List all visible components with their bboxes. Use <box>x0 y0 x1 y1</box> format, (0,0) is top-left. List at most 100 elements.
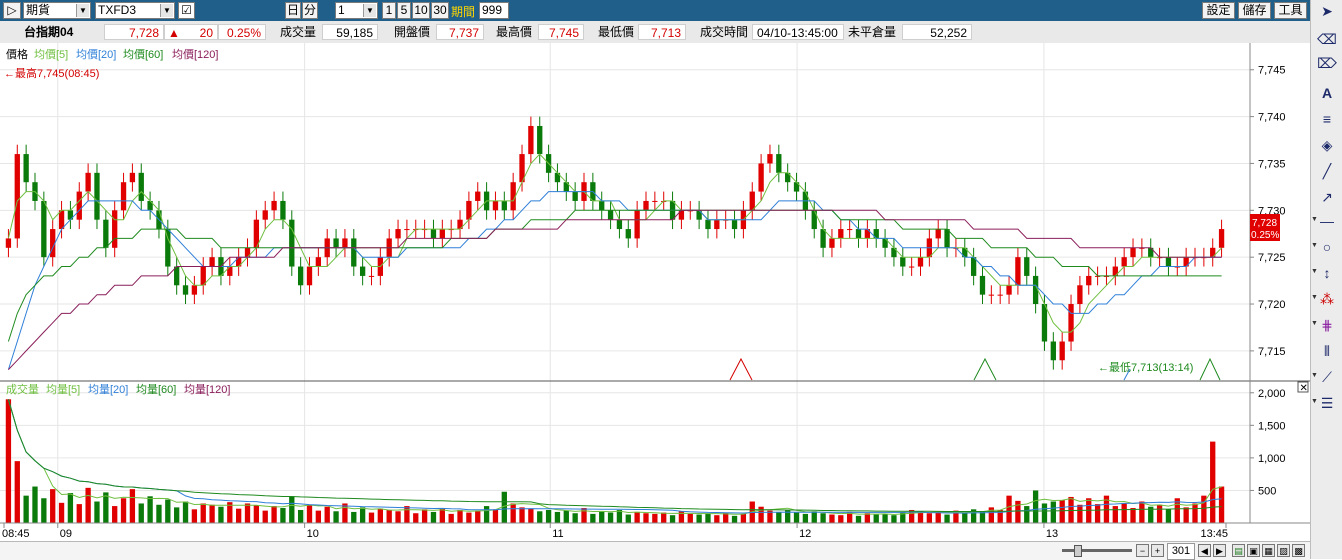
triangle-up-icon <box>729 357 753 381</box>
volume-bar <box>227 502 233 523</box>
volume-bar <box>165 499 171 523</box>
candle <box>1148 247 1154 258</box>
period-input[interactable]: 999 <box>479 2 509 19</box>
zoom-in-button[interactable]: + <box>1151 544 1164 557</box>
volume-bar <box>85 487 91 523</box>
candle <box>1059 341 1065 361</box>
chart-icon[interactable]: ▨ <box>1277 544 1290 557</box>
checkbox-toggle[interactable]: ☑ <box>178 2 195 19</box>
market-select[interactable]: 期貨 ▼ <box>23 2 91 19</box>
last-price-tag-text: 7,728 <box>1252 218 1277 229</box>
settings-button[interactable]: 設定 <box>1202 2 1235 19</box>
arrow-line-icon[interactable]: ↗ <box>1321 189 1333 205</box>
candle <box>1210 247 1216 258</box>
close-icon[interactable]: ✕ <box>1300 383 1308 394</box>
chevron-down-icon[interactable]: ▼ <box>76 4 89 17</box>
scroll-slider[interactable] <box>1062 549 1132 552</box>
minute-button[interactable]: 分 <box>302 2 318 19</box>
eraser-icon[interactable]: ⌫ <box>1317 31 1337 47</box>
chevron-down-icon[interactable]: ▼ <box>1311 216 1318 223</box>
cursor-icon[interactable]: ➤ <box>1321 3 1333 19</box>
interval-5-button[interactable]: 5 <box>397 2 411 19</box>
chevron-down-icon[interactable]: ▼ <box>363 4 376 17</box>
interval-1-button[interactable]: 1 <box>382 2 396 19</box>
candle <box>767 154 773 164</box>
excel-icon[interactable]: ▤ <box>1232 544 1245 557</box>
play-button[interactable]: ▷ <box>3 2 21 19</box>
print-icon[interactable]: ▦ <box>1262 544 1275 557</box>
candle <box>395 229 401 239</box>
volume-bar <box>953 510 959 523</box>
interval-10-button[interactable]: 10 <box>412 2 430 19</box>
interval-30-button[interactable]: 30 <box>431 2 449 19</box>
price-tick-label: 7,715 <box>1258 346 1286 358</box>
chart-area[interactable]: 7,7157,7207,7257,7307,7357,7407,7455001,… <box>0 43 1310 541</box>
volume-bar <box>156 504 162 523</box>
chevron-down-icon[interactable]: ▼ <box>1311 320 1318 327</box>
candle <box>1121 257 1127 267</box>
volume-bar <box>271 506 277 523</box>
price-tick-label: 7,725 <box>1258 252 1286 264</box>
candle <box>882 238 888 248</box>
tools-button[interactable]: 工具 <box>1274 2 1307 19</box>
volume-bar <box>1201 495 1207 523</box>
grid-icon[interactable]: ▩ <box>1292 544 1305 557</box>
volume-bar <box>696 514 702 523</box>
chevron-down-icon[interactable]: ▼ <box>160 4 173 17</box>
volume-bar <box>1024 506 1030 523</box>
day-button[interactable]: 日 <box>285 2 301 19</box>
candle <box>1183 257 1189 267</box>
volume-bar <box>466 512 472 523</box>
horizontal-line-icon[interactable]: — <box>1320 213 1334 229</box>
time-label: 成交時間 <box>698 24 752 40</box>
scroll-left-button[interactable]: ◀ <box>1198 544 1211 557</box>
hline-icon[interactable]: ≡ <box>1322 111 1332 127</box>
period-lines-icon[interactable]: ⦀ <box>1323 343 1331 359</box>
candle <box>873 229 879 239</box>
marker-icon[interactable]: ⁂ <box>1320 291 1334 307</box>
circle-icon[interactable]: ○ <box>1322 239 1332 255</box>
ruler-icon[interactable]: ☰ <box>1320 395 1334 411</box>
last-pct-tag-text: 0.25% <box>1251 230 1279 241</box>
text-icon[interactable]: A <box>1321 85 1333 101</box>
candle <box>537 125 543 155</box>
volume-bar <box>1006 495 1012 523</box>
volume-panel[interactable] <box>5 399 1225 523</box>
oi-label: 未平倉量 <box>846 24 902 40</box>
symbol-select[interactable]: TXFD3 ▼ <box>95 2 175 19</box>
low-annotation: ←最低7,713(13:14) <box>1098 361 1193 374</box>
price-panel[interactable] <box>5 116 1225 370</box>
eraser-all-icon[interactable]: ⌦ <box>1317 55 1337 71</box>
drawing-toolbar: ➤ ⌫ ⌦ A ≡ ◈ ╱ ↗ ▼ — ▼ ○ ▼ ↕ ▼ ⁂ ▼ ⋕ ⦀ ▼ … <box>1310 0 1342 559</box>
candle <box>271 200 277 211</box>
chevron-down-icon[interactable]: ▼ <box>1311 268 1318 275</box>
candle <box>94 172 100 220</box>
chevron-down-icon[interactable]: ▼ <box>1311 372 1318 379</box>
fan-icon[interactable]: ⟋ <box>1322 369 1332 385</box>
save-button[interactable]: 儲存 <box>1238 2 1271 19</box>
low-value: 7,713 <box>638 24 686 40</box>
save-icon[interactable]: ▣ <box>1247 544 1260 557</box>
volume-bar <box>368 512 375 523</box>
candle <box>182 285 189 295</box>
candle <box>793 182 800 192</box>
zoom-out-button[interactable]: − <box>1136 544 1149 557</box>
chevron-down-icon[interactable]: ▼ <box>1311 242 1318 249</box>
chevron-down-icon[interactable]: ▼ <box>1311 398 1318 405</box>
volume-bar <box>182 501 189 523</box>
candle <box>147 200 153 211</box>
triangle-up-icon <box>1123 368 1131 381</box>
tag-icon[interactable]: ◈ <box>1321 137 1333 153</box>
change-pct: 0.25% <box>218 24 266 40</box>
slider-handle[interactable] <box>1074 545 1082 557</box>
fib-icon[interactable]: ⋕ <box>1321 317 1333 333</box>
close-panel-button[interactable] <box>1297 381 1309 393</box>
volume-legend-title: 成交量 <box>6 382 39 396</box>
vertical-arrow-icon[interactable]: ↕ <box>1323 265 1331 281</box>
volume-bar <box>740 513 747 523</box>
scroll-right-button[interactable]: ▶ <box>1213 544 1226 557</box>
chevron-down-icon[interactable]: ▼ <box>1311 294 1318 301</box>
interval-select[interactable]: 1 ▼ <box>335 2 378 19</box>
line-icon[interactable]: ╱ <box>1322 163 1332 179</box>
volume-bar <box>253 505 260 523</box>
